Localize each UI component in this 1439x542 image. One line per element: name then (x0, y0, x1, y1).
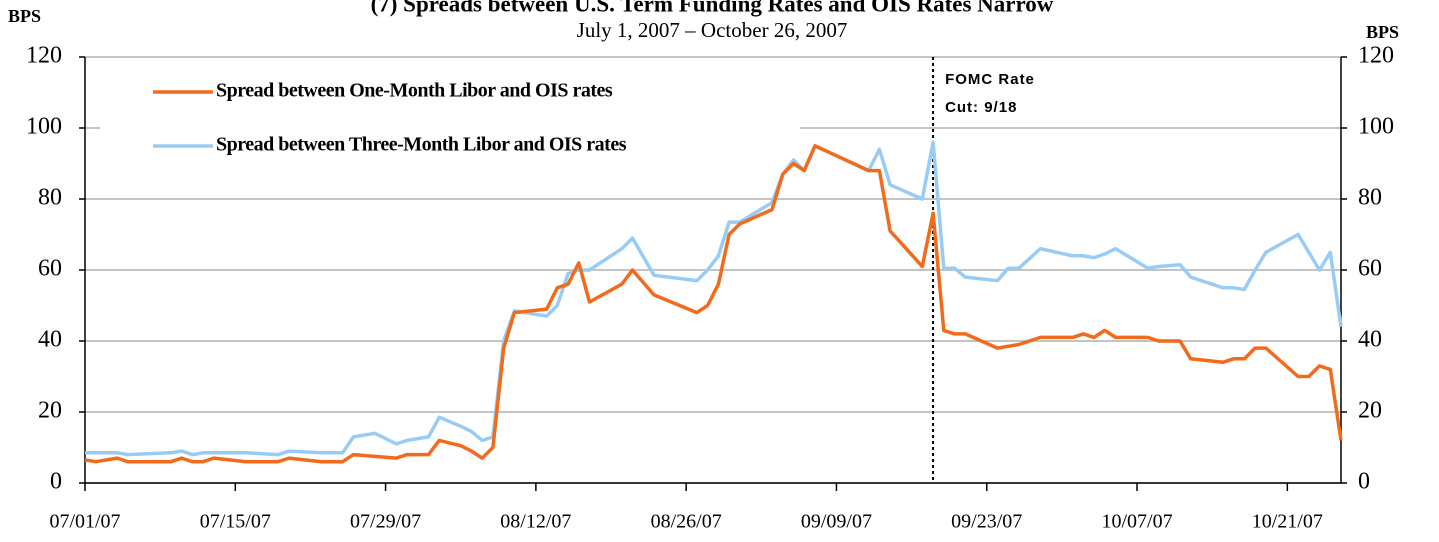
legend-label: Spread between Three-Month Libor and OIS… (216, 134, 627, 156)
x-tick-label: 07/01/07 (49, 511, 120, 533)
x-tick-label: 07/29/07 (350, 511, 421, 533)
x-tick-label: 09/23/07 (951, 511, 1022, 533)
y2-tick-label: 40 (1358, 327, 1382, 353)
event-label: Cut: 9/18 (945, 99, 1017, 116)
y-tick-label: 0 (50, 469, 62, 495)
y2-tick-label: 100 (1358, 114, 1394, 140)
x-tick-label: 09/09/07 (801, 511, 872, 533)
series-line (85, 140, 1343, 457)
x-tick-label: 08/12/07 (500, 511, 571, 533)
chart-subtitle: July 1, 2007 – October 26, 2007 (577, 18, 848, 42)
y-tick-label: 40 (38, 327, 62, 353)
x-tick-label: 10/07/07 (1101, 511, 1172, 533)
x-tick-label: 07/15/07 (200, 511, 271, 533)
y-tick-label: 100 (26, 114, 62, 140)
y2-tick-label: 60 (1358, 256, 1382, 282)
legend-label: Spread between One-Month Libor and OIS r… (216, 80, 613, 102)
y2-tick-label: 120 (1358, 43, 1394, 69)
x-tick-label: 08/26/07 (651, 511, 722, 533)
y-axis-label: BPS (8, 6, 41, 26)
series-line (84, 144, 1343, 464)
y-tick-label: 120 (26, 43, 62, 69)
chart-title: (7) Spreads between U.S. Term Funding Ra… (371, 0, 1054, 16)
y2-tick-label: 20 (1358, 398, 1382, 424)
y-tick-label: 80 (38, 185, 62, 211)
y2-tick-label: 80 (1358, 185, 1382, 211)
y2-axis-label: BPS (1366, 22, 1399, 42)
y-tick-label: 20 (38, 398, 62, 424)
legend-background (100, 120, 800, 136)
y2-tick-label: 0 (1358, 469, 1370, 495)
y-tick-label: 60 (38, 256, 62, 282)
x-tick-label: 10/21/07 (1252, 511, 1323, 533)
event-label: FOMC Rate (945, 71, 1035, 88)
